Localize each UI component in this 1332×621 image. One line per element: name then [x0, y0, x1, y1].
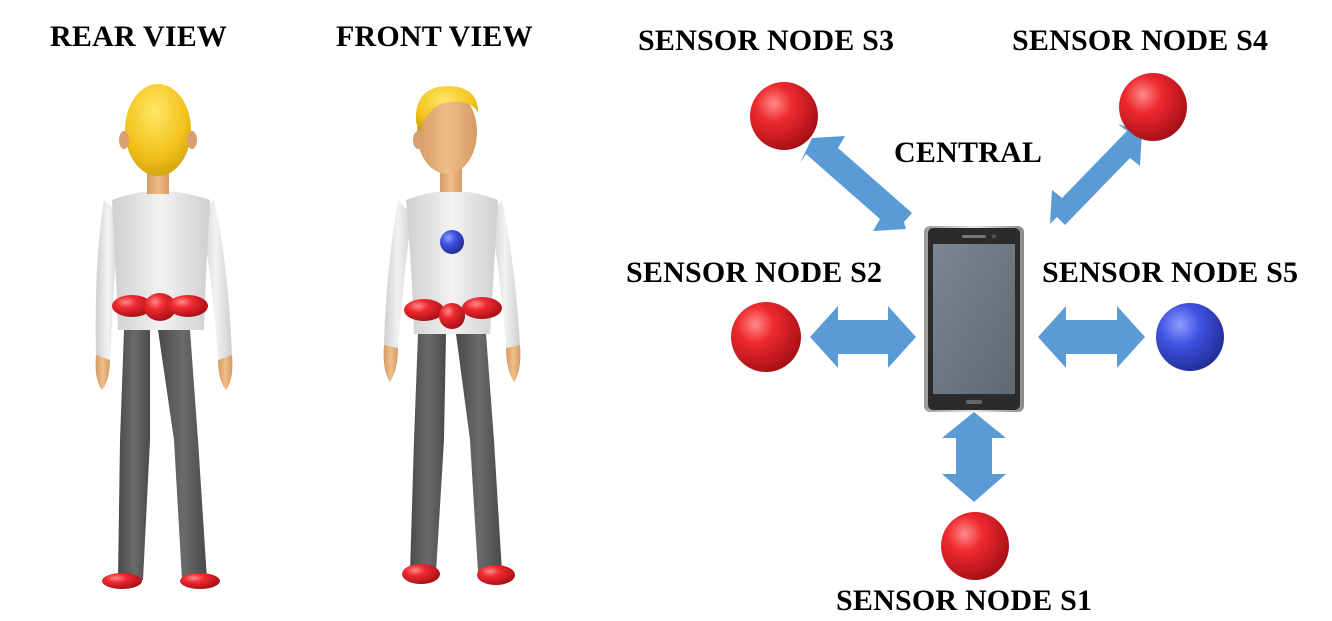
rear-sensor-center	[144, 293, 176, 321]
sensor-node-s2	[731, 302, 801, 372]
arrow-s5-central	[1038, 306, 1145, 368]
central-label: CENTRAL	[894, 136, 1043, 169]
sensor-node-s5-label: SENSOR NODE S5	[1042, 256, 1299, 289]
sensor-node-s3	[750, 82, 818, 150]
front-chest-sensor	[440, 230, 464, 254]
sensor-node-s5	[1156, 303, 1224, 371]
arrow-s4-central	[1050, 124, 1142, 225]
rear-sensor-left	[112, 295, 152, 317]
sensor-node-s4-label: SENSOR NODE S4	[1012, 24, 1269, 57]
front-view-figure	[383, 86, 521, 585]
sensor-node-s1	[941, 512, 1009, 580]
sensor-node-s2-label: SENSOR NODE S2	[626, 256, 883, 289]
sensor-node-s1-label: SENSOR NODE S1	[836, 584, 1093, 617]
sensor-node-s4	[1119, 73, 1187, 141]
rear-view-figure	[95, 84, 233, 589]
rear-view-label: REAR VIEW	[50, 20, 228, 53]
central-phone	[924, 226, 1024, 412]
sensor-node-s3-label: SENSOR NODE S3	[638, 24, 895, 57]
arrow-s1-central	[942, 412, 1006, 502]
front-sensor-left	[404, 299, 444, 321]
rear-sensor-right	[168, 295, 208, 317]
front-view-label: FRONT VIEW	[336, 20, 533, 53]
arrow-s2-central	[810, 306, 916, 368]
front-sensor-right	[462, 297, 502, 319]
front-sensor-center	[439, 303, 465, 329]
arrow-s3-central	[800, 136, 912, 231]
